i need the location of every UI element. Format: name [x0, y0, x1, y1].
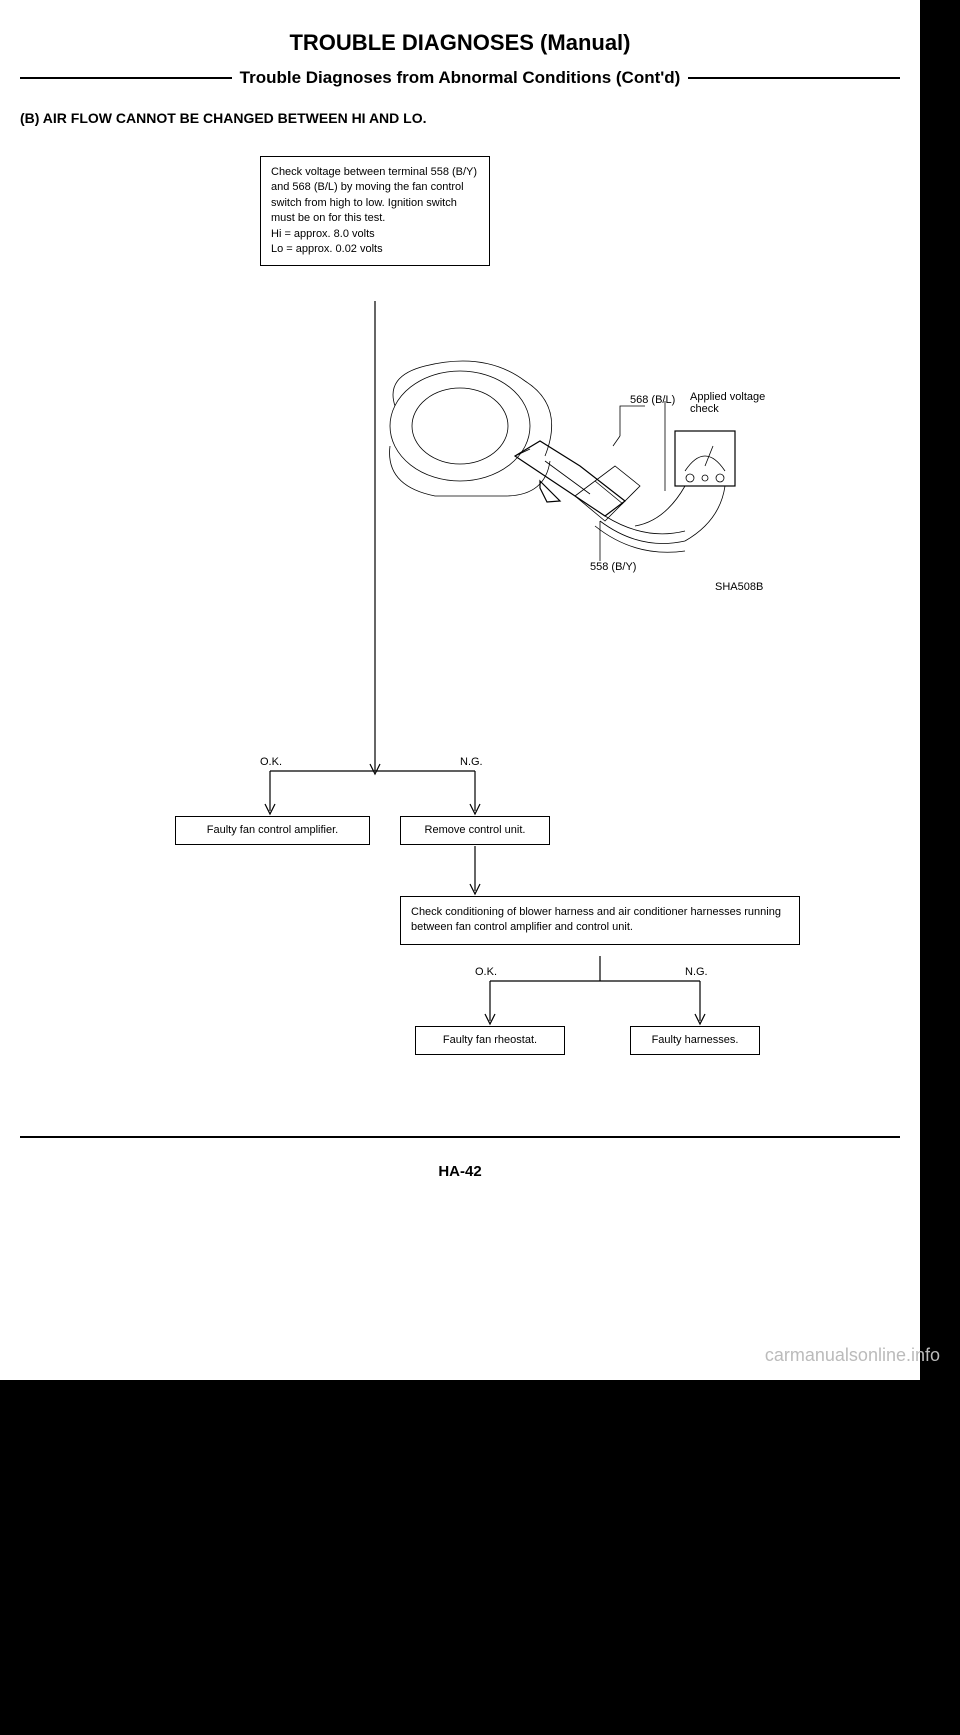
flow-box-remove-control-unit: Remove control unit. — [400, 816, 550, 845]
flow-text: Remove control unit. — [425, 824, 526, 836]
figure-ref: SHA508B — [715, 581, 763, 593]
section-label: (B) AIR FLOW CANNOT BE CHANGED BETWEEN H… — [20, 110, 900, 126]
rule-right — [688, 77, 900, 79]
page-number: HA-42 — [20, 1163, 900, 1180]
flow-box-faulty-harnesses: Faulty harnesses. — [630, 1026, 760, 1055]
label-ng-1: N.G. — [460, 756, 483, 768]
flow-box-check-harness: Check conditioning of blower harness and… — [400, 896, 800, 945]
label-ng-2: N.G. — [685, 966, 708, 978]
subtitle-row: Trouble Diagnoses from Abnormal Conditio… — [20, 68, 900, 88]
flow-box-faulty-amplifier: Faulty fan control amplifier. — [175, 816, 370, 845]
subtitle: Trouble Diagnoses from Abnormal Conditio… — [232, 68, 689, 88]
callout-558: 558 (B/Y) — [590, 561, 636, 573]
label-ok-2: O.K. — [475, 966, 497, 978]
page-title: TROUBLE DIAGNOSES (Manual) — [20, 30, 900, 56]
illustration: 568 (B/L) 558 (B/Y) Applied voltage chec… — [365, 346, 785, 586]
flow-text: Check voltage between terminal 558 (B/Y)… — [271, 166, 477, 255]
rule-left — [20, 77, 232, 79]
bottom-rule — [20, 1136, 900, 1138]
flow-box-faulty-rheostat: Faulty fan rheostat. — [415, 1026, 565, 1055]
callout-568: 568 (B/L) — [630, 394, 675, 406]
flow-box-check-voltage: Check voltage between terminal 558 (B/Y)… — [260, 156, 490, 266]
callout-applied-voltage: Applied voltage check — [690, 391, 780, 415]
flow-text: Faulty fan rheostat. — [443, 1034, 537, 1046]
label-ok-1: O.K. — [260, 756, 282, 768]
flow-text: Check conditioning of blower harness and… — [411, 906, 781, 933]
watermark: carmanualsonline.info — [765, 1345, 940, 1735]
flow-text: Faulty fan control amplifier. — [207, 824, 338, 836]
flowchart: Check voltage between terminal 558 (B/Y)… — [20, 156, 900, 1106]
flow-connectors — [20, 156, 920, 1106]
flow-text: Faulty harnesses. — [652, 1034, 739, 1046]
footer-black: carmanualsonline.info — [0, 1380, 960, 1580]
